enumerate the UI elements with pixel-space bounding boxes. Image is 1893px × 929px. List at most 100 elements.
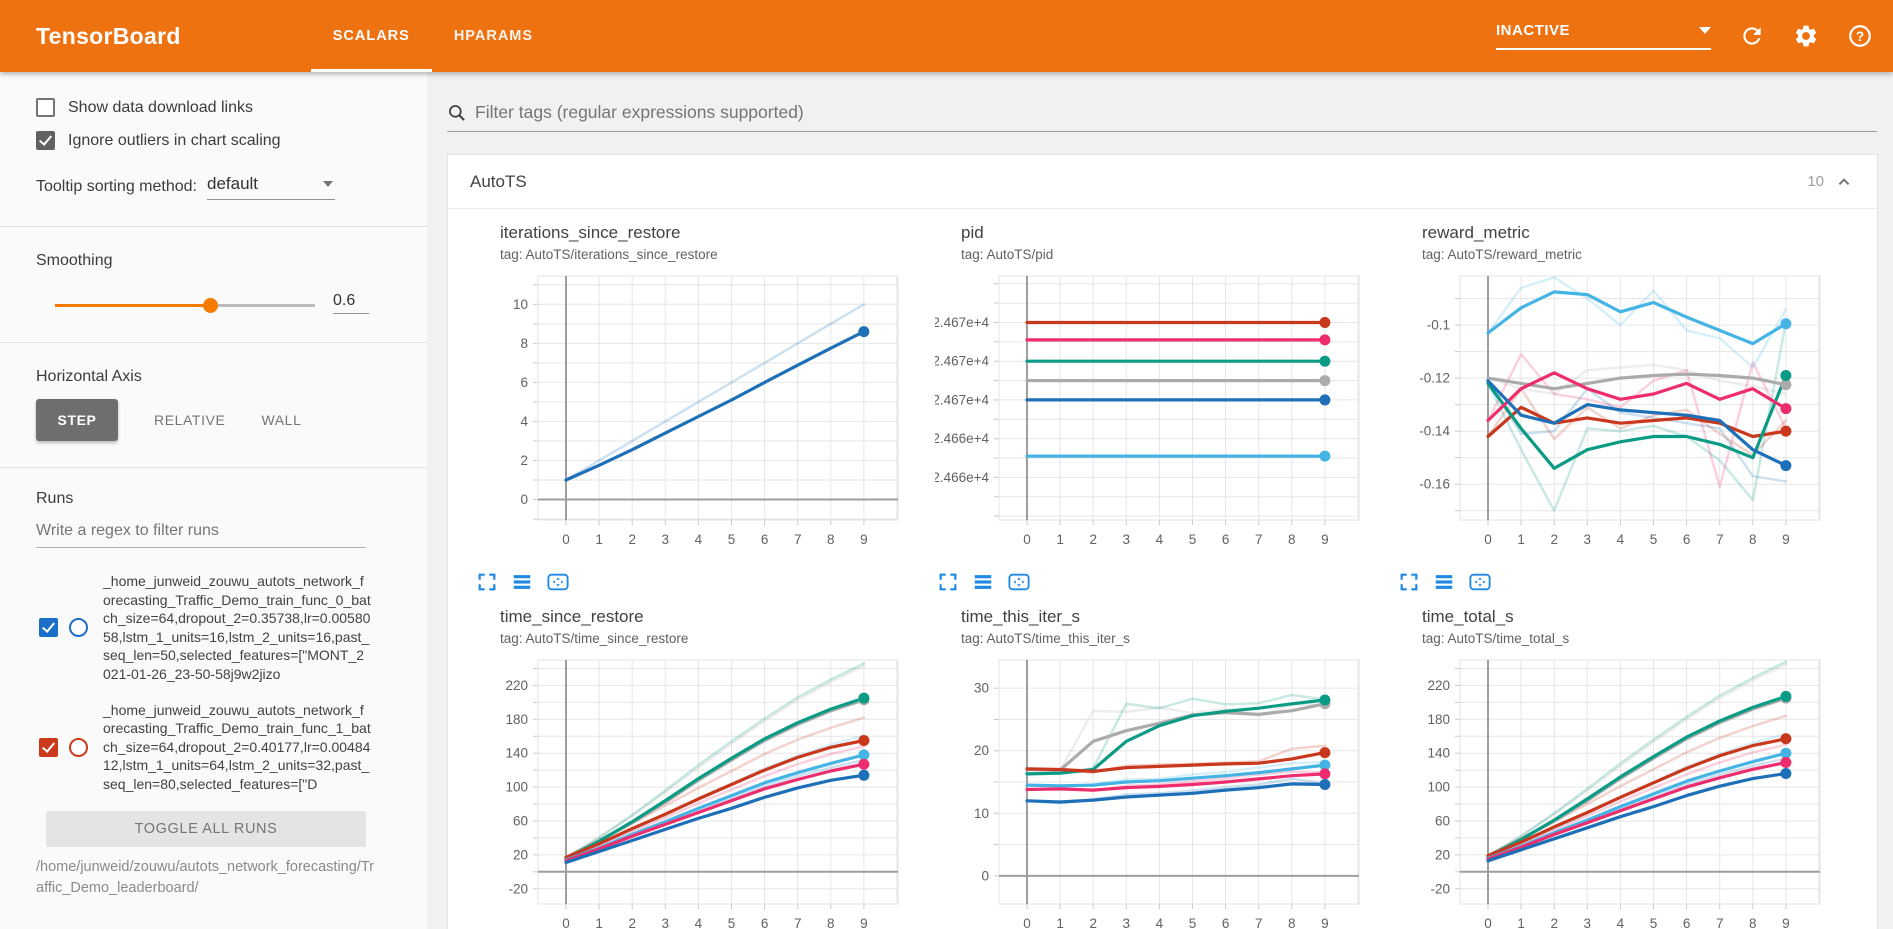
svg-text:220: 220	[505, 678, 528, 693]
card-title: AutoTS	[470, 171, 527, 191]
fit-domain-icon[interactable]	[1007, 571, 1031, 593]
svg-text:9: 9	[1782, 532, 1790, 547]
help-icon[interactable]: ?	[1847, 23, 1873, 49]
autots-card-header[interactable]: AutoTS 10	[448, 155, 1877, 209]
svg-text:5: 5	[1650, 916, 1658, 929]
smoothing-value[interactable]: 0.6	[333, 292, 369, 314]
svg-text:5: 5	[728, 916, 736, 929]
main-content: AutoTS 10 iterations_since_restore tag: …	[427, 72, 1893, 929]
svg-text:1: 1	[595, 916, 603, 929]
svg-text:10: 10	[974, 806, 989, 821]
svg-text:4: 4	[695, 532, 703, 547]
data-table-icon[interactable]	[511, 571, 533, 593]
svg-text:220: 220	[1427, 678, 1450, 693]
chart-plot[interactable]: 0 2 4 6 8 10 0 1 2 3 4 5 6 7 8 9	[474, 268, 935, 569]
fit-domain-icon[interactable]	[546, 571, 570, 593]
fullscreen-icon[interactable]	[937, 571, 959, 593]
chart-tag: tag: AutoTS/pid	[961, 247, 1054, 262]
smoothing-slider[interactable]	[55, 298, 315, 313]
run-list-item[interactable]: _home_junweid_zouwu_autots_network_forec…	[36, 701, 397, 794]
svg-text:8: 8	[1749, 916, 1757, 929]
chevron-up-icon[interactable]	[1833, 171, 1855, 193]
chart-card: time_since_restore tag: AutoTS/time_sinc…	[474, 607, 935, 929]
runs-filter-input[interactable]	[36, 518, 366, 548]
svg-text:8: 8	[520, 336, 528, 351]
runs-list: _home_junweid_zouwu_autots_network_forec…	[36, 572, 397, 794]
svg-text:-20: -20	[1430, 881, 1450, 896]
run-solo-radio[interactable]	[69, 737, 88, 757]
svg-text:180: 180	[505, 712, 528, 727]
svg-text:2.467e+4: 2.467e+4	[935, 354, 989, 369]
chart-plot[interactable]: 220 180 140 100 60 20 -20 0 1 2 3 4 5 6 7 8 9	[1396, 652, 1857, 929]
show-download-links-checkbox[interactable]	[36, 98, 55, 117]
svg-text:140: 140	[1427, 746, 1450, 761]
divider	[0, 226, 427, 227]
chart-toolbar	[937, 571, 1396, 593]
run-solo-radio[interactable]	[69, 618, 88, 638]
svg-text:7: 7	[1255, 916, 1263, 929]
chart-plot[interactable]: 30 20 10 0 0 1 2 3 4 5 6 7 8 9	[935, 652, 1396, 929]
axis-step-button[interactable]: STEP	[36, 399, 118, 441]
svg-text:8: 8	[1288, 532, 1296, 547]
run-list-item[interactable]: _home_junweid_zouwu_autots_network_forec…	[36, 572, 397, 684]
svg-text:0: 0	[1023, 916, 1031, 929]
svg-text:-20: -20	[508, 881, 528, 896]
axis-wall-button[interactable]: WALL	[261, 412, 302, 428]
run-visibility-checkbox[interactable]	[39, 618, 58, 638]
svg-text:3: 3	[1123, 916, 1131, 929]
chart-tag: tag: AutoTS/iterations_since_restore	[500, 247, 718, 262]
svg-text:2: 2	[628, 532, 636, 547]
chart-card: time_this_iter_s tag: AutoTS/time_this_i…	[935, 607, 1396, 929]
fullscreen-icon[interactable]	[1398, 571, 1420, 593]
chart-plot[interactable]: -0.1 -0.12 -0.14 -0.16 0 1 2 3 4 5 6 7 8 9	[1396, 268, 1857, 569]
settings-icon[interactable]	[1793, 23, 1819, 49]
search-icon	[449, 105, 465, 121]
svg-text:2: 2	[628, 916, 636, 929]
data-table-icon[interactable]	[1433, 571, 1455, 593]
svg-text:3: 3	[1123, 532, 1131, 547]
refresh-icon[interactable]	[1739, 23, 1765, 49]
svg-text:7: 7	[794, 532, 802, 547]
tab-hparams[interactable]: HPARAMS	[453, 28, 534, 44]
svg-text:7: 7	[1255, 532, 1263, 547]
svg-text:60: 60	[1435, 813, 1450, 828]
svg-text:6: 6	[761, 916, 769, 929]
chart-title: time_total_s	[1422, 607, 1514, 626]
svg-text:8: 8	[827, 532, 835, 547]
chart-tag: tag: AutoTS/reward_metric	[1422, 247, 1582, 262]
runs-title: Runs	[36, 490, 74, 507]
toggle-all-runs-button[interactable]: TOGGLE ALL RUNS	[46, 810, 366, 847]
data-table-icon[interactable]	[972, 571, 994, 593]
svg-text:-0.1: -0.1	[1427, 318, 1450, 333]
svg-text:3: 3	[662, 532, 670, 547]
svg-text:0: 0	[562, 532, 570, 547]
tooltip-sorting-dropdown[interactable]: default	[206, 174, 335, 200]
svg-text:3: 3	[662, 916, 670, 929]
tab-scalars[interactable]: SCALARS	[310, 0, 432, 72]
svg-text:1: 1	[1056, 532, 1064, 547]
svg-text:2.467e+4: 2.467e+4	[935, 315, 989, 330]
chart-toolbar	[476, 571, 935, 593]
svg-text:3: 3	[1584, 532, 1592, 547]
runs-logdir-path: /home/junweid/zouwu/autots_network_forec…	[36, 858, 374, 896]
chart-title: pid	[961, 223, 984, 242]
slider-thumb[interactable]	[203, 298, 218, 313]
tab-bar: SCALARS HPARAMS	[310, 0, 555, 72]
card-collapse-control[interactable]: 10	[1807, 171, 1855, 193]
fit-domain-icon[interactable]	[1468, 571, 1492, 593]
svg-text:5: 5	[728, 532, 736, 547]
axis-relative-button[interactable]: RELATIVE	[154, 412, 226, 428]
fullscreen-icon[interactable]	[476, 571, 498, 593]
svg-text:8: 8	[1749, 532, 1757, 547]
ignore-outliers-row[interactable]: Ignore outliers in chart scaling	[36, 131, 397, 150]
chart-plot[interactable]: 2.467e+4 2.467e+4 2.467e+4 2.466e+4 2.466e+4…	[932, 268, 1396, 569]
show-download-links-row[interactable]: Show data download links	[36, 98, 397, 117]
svg-text:2.466e+4: 2.466e+4	[935, 470, 989, 485]
ignore-outliers-checkbox[interactable]	[36, 131, 55, 150]
chart-tag: tag: AutoTS/time_this_iter_s	[961, 631, 1130, 646]
chart-plot[interactable]: 220 180 140 100 60 20 -20 0 1 2 3 4 5 6 7 8 9	[474, 652, 935, 929]
run-visibility-checkbox[interactable]	[39, 737, 58, 757]
status-dropdown[interactable]: INACTIVE	[1496, 22, 1711, 50]
tag-filter-input[interactable]	[475, 102, 1877, 123]
svg-text:9: 9	[1782, 916, 1790, 929]
